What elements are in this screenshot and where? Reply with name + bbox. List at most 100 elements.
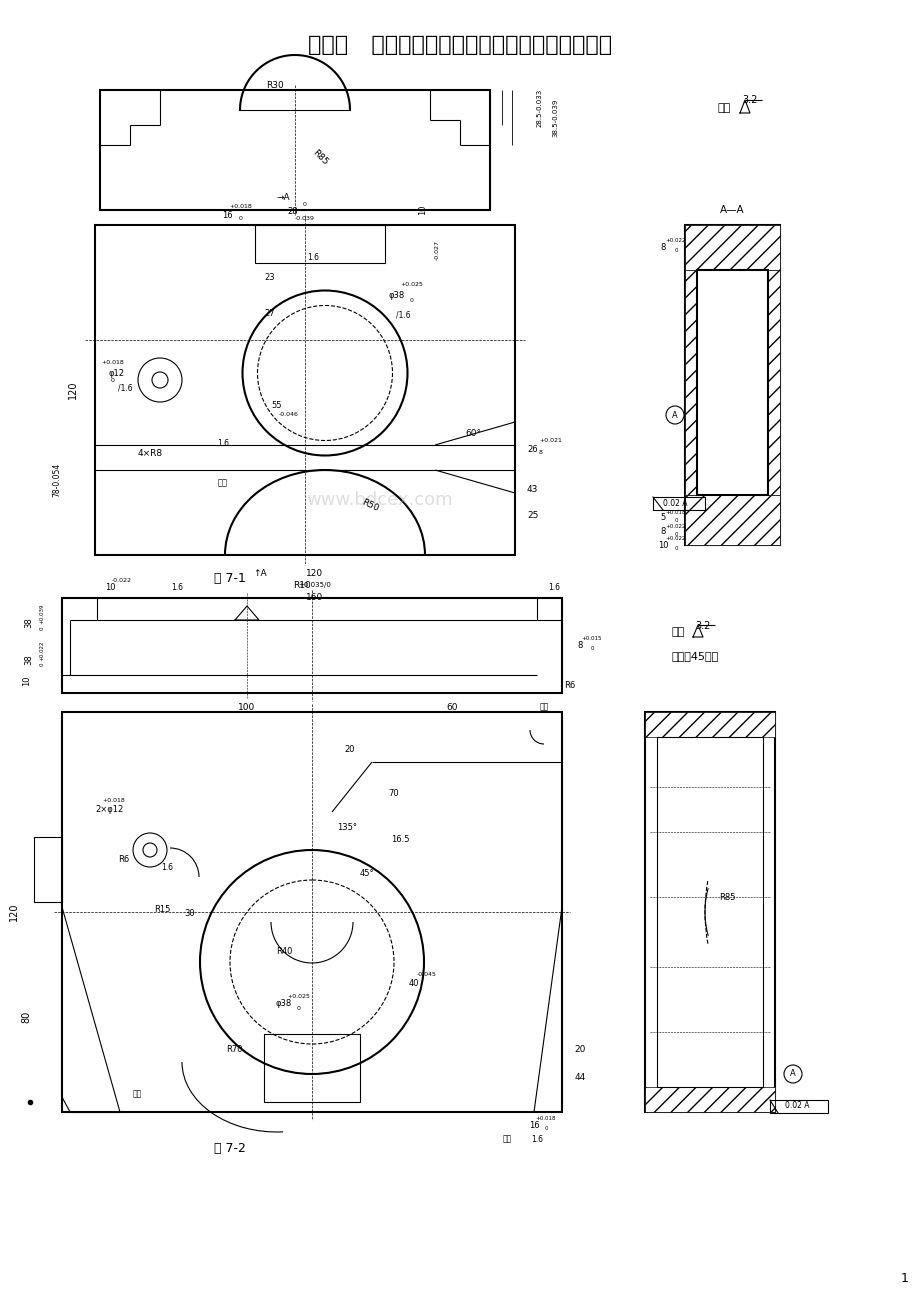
Text: 0: 0 (544, 1126, 547, 1131)
Text: +0.015: +0.015 (581, 635, 602, 641)
Text: 28: 28 (288, 207, 298, 216)
Text: →A: →A (277, 193, 290, 202)
Text: 43: 43 (527, 486, 538, 495)
Text: +0.022: +0.022 (665, 523, 686, 529)
Text: 其余: 其余 (671, 628, 685, 637)
Text: 20: 20 (345, 746, 355, 754)
Text: 1.6: 1.6 (171, 583, 183, 592)
Bar (644, 1087, 774, 1112)
Bar (697, 270, 767, 495)
Text: 4×R8: 4×R8 (137, 448, 163, 457)
Text: 顺边: 顺边 (132, 1090, 142, 1099)
Bar (62, 598, 562, 693)
Text: A: A (672, 410, 677, 419)
Text: 1.6: 1.6 (548, 583, 560, 592)
Text: R85: R85 (718, 892, 734, 901)
Text: +0.035/0: +0.035/0 (299, 582, 331, 589)
Bar (100, 90, 490, 210)
Text: 3.2: 3.2 (694, 621, 709, 631)
Text: +0.025: +0.025 (400, 283, 423, 288)
Text: 55: 55 (271, 401, 282, 410)
Text: 10: 10 (22, 676, 31, 686)
Text: 1.6: 1.6 (161, 862, 173, 871)
Bar (767, 270, 779, 495)
Text: R30: R30 (266, 81, 284, 90)
Text: 16.5: 16.5 (391, 836, 409, 845)
Text: 3.2: 3.2 (742, 95, 756, 105)
Text: -0.022: -0.022 (112, 578, 131, 582)
Bar (644, 712, 774, 1112)
Text: φ38: φ38 (276, 1000, 292, 1009)
Text: 38: 38 (25, 617, 33, 629)
Text: 70: 70 (388, 789, 399, 798)
Text: 0.02 A: 0.02 A (784, 1101, 809, 1111)
Text: 0: 0 (674, 518, 677, 523)
Text: R85: R85 (311, 148, 329, 168)
Text: φ12: φ12 (108, 368, 125, 378)
Text: A: A (789, 1069, 795, 1078)
Text: 30: 30 (185, 910, 195, 918)
Text: 0: 0 (410, 297, 414, 302)
Text: 16: 16 (528, 1121, 539, 1130)
Bar (644, 712, 774, 737)
Bar (95, 225, 515, 555)
Text: +0.018: +0.018 (103, 798, 125, 802)
Text: 135°: 135° (336, 823, 357, 832)
Text: 8: 8 (660, 527, 665, 536)
Text: 0: 0 (674, 533, 677, 538)
Text: 0: 0 (674, 247, 677, 253)
Text: 1.6: 1.6 (530, 1134, 542, 1143)
Text: 5: 5 (660, 513, 665, 522)
Bar (62, 712, 562, 1112)
Text: 160: 160 (306, 594, 323, 603)
Text: 120: 120 (9, 902, 19, 922)
Text: A—A: A—A (719, 204, 743, 215)
Text: 100: 100 (238, 703, 255, 711)
Text: +0.039: +0.039 (40, 604, 44, 624)
Text: 10: 10 (105, 583, 115, 592)
Bar (652, 497, 704, 510)
Bar (685, 225, 779, 546)
Text: 图 7-1: 图 7-1 (214, 572, 245, 585)
Bar (769, 1100, 827, 1113)
Text: 40: 40 (408, 979, 419, 988)
Text: R6: R6 (119, 855, 130, 865)
Text: 0.02 A: 0.02 A (662, 499, 686, 508)
Text: -0.046: -0.046 (278, 413, 299, 418)
Text: +0.025: +0.025 (288, 993, 310, 999)
Text: +0.018: +0.018 (535, 1117, 556, 1121)
Text: 0: 0 (302, 203, 307, 207)
Text: 0: 0 (111, 378, 115, 383)
Text: 26: 26 (527, 445, 537, 454)
Text: 图 7-2: 图 7-2 (214, 1142, 245, 1155)
Bar (255, 225, 384, 263)
Text: -0.027: -0.027 (434, 240, 439, 260)
Text: 1.6: 1.6 (307, 253, 319, 262)
Text: 0: 0 (590, 647, 593, 651)
Text: 8: 8 (660, 242, 665, 251)
Text: R6: R6 (563, 681, 575, 690)
Text: 8: 8 (577, 642, 582, 651)
Text: 10: 10 (657, 540, 667, 549)
Text: 顺边: 顺边 (218, 479, 228, 487)
Text: www.bdcex.com: www.bdcex.com (306, 491, 453, 509)
Text: /1.6: /1.6 (118, 384, 132, 392)
Text: /1.6: /1.6 (395, 310, 410, 319)
Text: 材料：45锻件: 材料：45锻件 (671, 651, 719, 661)
Text: 1.6: 1.6 (217, 439, 229, 448)
Text: 80: 80 (21, 1010, 31, 1023)
Text: 60°: 60° (464, 428, 481, 437)
Text: -0.045: -0.045 (416, 971, 437, 976)
Text: 38.5-0.039: 38.5-0.039 (551, 99, 558, 137)
Text: R40: R40 (276, 948, 292, 957)
Text: 28.5-0.033: 28.5-0.033 (537, 89, 542, 128)
Text: 25: 25 (527, 510, 538, 519)
Text: 44: 44 (573, 1073, 585, 1082)
Text: R10: R10 (293, 581, 311, 590)
Text: +0.022: +0.022 (40, 641, 44, 661)
Text: 38: 38 (25, 655, 33, 665)
Text: 2×φ12: 2×φ12 (96, 806, 124, 815)
Text: R70: R70 (225, 1046, 242, 1055)
Text: +0.018: +0.018 (665, 509, 686, 514)
Bar (656, 737, 762, 1087)
